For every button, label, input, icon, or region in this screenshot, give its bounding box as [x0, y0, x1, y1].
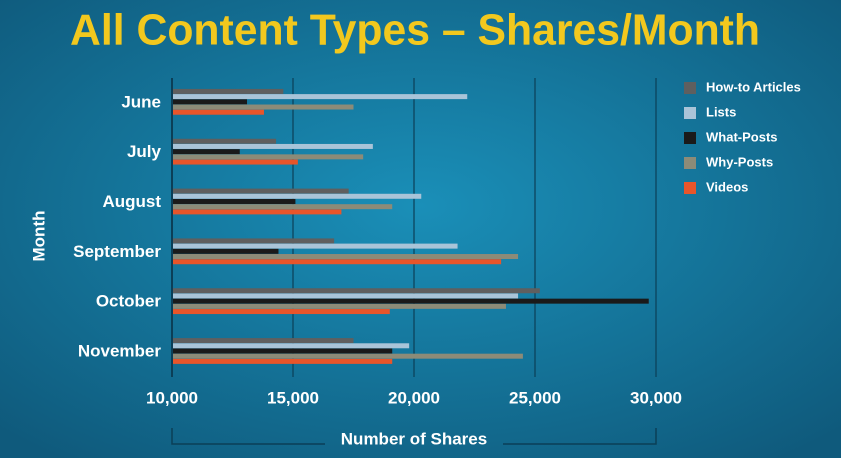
- legend-label: Videos: [706, 179, 748, 194]
- x-tick-label: 30,000: [630, 388, 682, 407]
- bar: [172, 198, 296, 204]
- y-tick-label: June: [121, 92, 161, 111]
- bar: [172, 303, 506, 309]
- bar: [172, 143, 373, 149]
- bar: [172, 99, 248, 105]
- bar: [172, 88, 284, 94]
- bar: [172, 248, 279, 254]
- y-axis-title: Month: [29, 211, 48, 262]
- bar: [172, 94, 468, 100]
- bar: [172, 259, 502, 265]
- bar: [172, 154, 364, 160]
- legend-swatch: [684, 82, 696, 94]
- bar: [172, 338, 354, 344]
- bar: [172, 254, 519, 260]
- bar: [172, 288, 540, 294]
- bar: [172, 353, 523, 359]
- bar: [172, 188, 349, 194]
- legend-label: What-Posts: [706, 129, 778, 144]
- legend-swatch: [684, 132, 696, 144]
- x-axis-title: Number of Shares: [341, 429, 487, 448]
- legend-label: Why-Posts: [706, 154, 773, 169]
- legend-swatch: [684, 107, 696, 119]
- legend-swatch: [684, 157, 696, 169]
- bar: [172, 298, 649, 304]
- bar: [172, 343, 410, 349]
- bar: [172, 193, 422, 199]
- axis-bracket: [171, 428, 657, 445]
- y-tick-label: October: [96, 292, 162, 311]
- y-tick-label: November: [78, 342, 162, 361]
- legend-label: Lists: [706, 104, 736, 119]
- x-tick-label: 20,000: [388, 388, 440, 407]
- bar: [172, 309, 390, 315]
- bar: [172, 104, 354, 110]
- y-tick-label: July: [127, 142, 162, 161]
- bar: [172, 159, 298, 165]
- bar: [172, 204, 393, 210]
- bar: [172, 238, 335, 244]
- bar: [172, 209, 342, 215]
- x-tick-label: 15,000: [267, 388, 319, 407]
- legend-swatch: [684, 182, 696, 194]
- bar: [172, 243, 458, 249]
- bar: [172, 348, 393, 354]
- legend-label: How-to Articles: [706, 79, 801, 94]
- x-tick-label: 25,000: [509, 388, 561, 407]
- y-tick-label: August: [102, 192, 161, 211]
- bar: [172, 293, 519, 299]
- bar: [172, 149, 240, 155]
- bar: [172, 138, 277, 144]
- x-tick-label: 10,000: [146, 388, 198, 407]
- chart-title: All Content Types – Shares/Month: [70, 6, 760, 55]
- y-tick-label: September: [73, 242, 161, 261]
- bar: [172, 109, 264, 115]
- bar: [172, 358, 393, 364]
